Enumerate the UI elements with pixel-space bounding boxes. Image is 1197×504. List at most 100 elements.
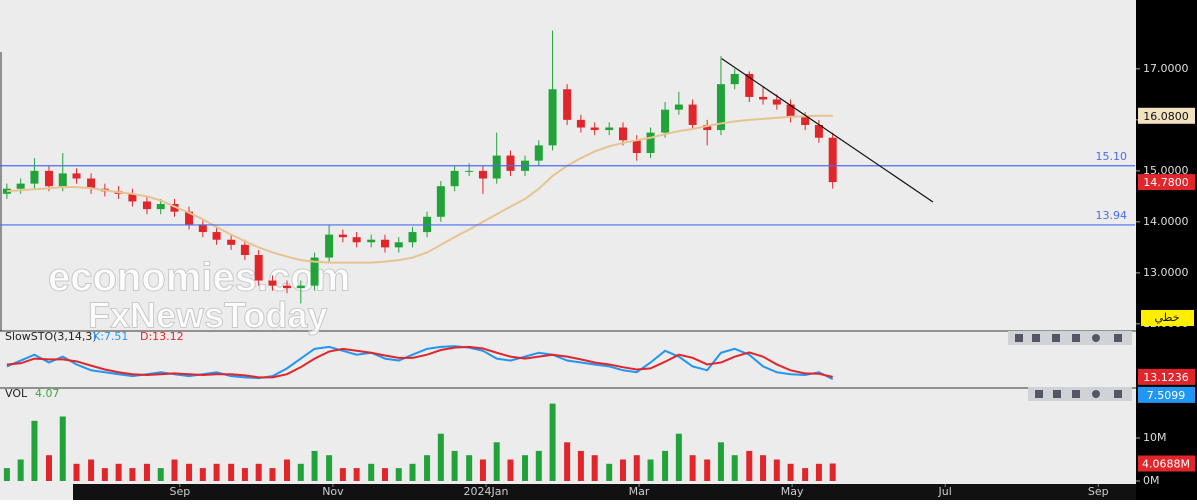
volume-bar	[186, 463, 193, 481]
volume-bar	[339, 468, 346, 481]
toolbar-button[interactable]	[1072, 390, 1080, 398]
volume-bar	[522, 455, 529, 481]
toolbar-button[interactable]	[1114, 334, 1122, 342]
volume-bar	[564, 442, 571, 481]
candle-body	[674, 104, 683, 110]
watermark: FxNewsToday	[88, 295, 327, 336]
volume-bar	[424, 455, 431, 481]
volume-bar	[731, 455, 738, 481]
volume-bar	[381, 468, 388, 481]
candle-body	[380, 239, 389, 248]
volume-bar	[619, 459, 626, 481]
price-badge-label: 4.0688M	[1142, 458, 1190, 471]
oscillator-line	[6, 345, 833, 379]
candle-body	[72, 173, 81, 179]
x-tick-label: Mar	[629, 485, 650, 498]
candle-body	[605, 127, 614, 131]
candle-body	[367, 239, 376, 243]
volume-bar	[493, 442, 500, 481]
y-tick-label: 14.0000	[1143, 215, 1189, 228]
candle-body	[436, 186, 445, 217]
watermark: economies.com	[48, 256, 350, 300]
toolbar-button[interactable]	[1015, 334, 1023, 342]
volume-bar	[17, 459, 24, 481]
candle-body	[325, 234, 334, 258]
toolbar-button[interactable]	[1052, 334, 1060, 342]
volume-bar	[451, 450, 458, 481]
toolbar-button[interactable]	[1035, 390, 1043, 398]
y-tick-label: 13.0000	[1143, 266, 1189, 279]
price-axis	[1136, 0, 1197, 500]
candle-body	[506, 155, 515, 171]
volume-bar	[591, 455, 598, 481]
toolbar-button[interactable]	[1072, 334, 1080, 342]
volume-bar	[746, 450, 753, 481]
toolbar-button[interactable]	[1092, 334, 1100, 342]
toolbar-button[interactable]	[1114, 390, 1122, 398]
price-badge	[1138, 174, 1195, 191]
x-tick-label: Sep	[169, 485, 190, 498]
volume-bar	[59, 416, 66, 481]
volume-bar	[787, 463, 794, 481]
volume-bar	[368, 463, 375, 481]
candle-body	[185, 211, 194, 225]
toolbar-button[interactable]	[1092, 390, 1100, 398]
price-badge	[1138, 368, 1195, 385]
x-tick-label: Sep	[1088, 485, 1109, 498]
candle-body	[16, 183, 25, 189]
volume-bar	[704, 459, 711, 481]
volume-bar	[171, 459, 178, 481]
toolbar-button[interactable]	[1032, 334, 1040, 342]
candle-body	[170, 204, 179, 212]
volume-bar	[228, 463, 235, 481]
candle-body	[310, 257, 319, 286]
candle-body	[716, 84, 725, 131]
candle-body	[240, 244, 249, 256]
candle-body	[2, 188, 11, 194]
marks: 15.10 13.94	[0, 30, 1135, 481]
candle-body	[576, 119, 585, 128]
panel-toolbar	[1008, 331, 1132, 345]
level-label: 13.94	[1096, 209, 1128, 222]
volume-bar	[88, 459, 95, 481]
candle-body	[688, 104, 697, 125]
toolbar-button[interactable]	[1053, 390, 1061, 398]
volume-bar	[662, 450, 669, 481]
volume-bar	[535, 450, 542, 481]
candle-body	[128, 193, 137, 202]
candle-body	[212, 232, 221, 240]
chart-type-button[interactable]	[1141, 310, 1194, 326]
y-tick-label: 17.0000	[1143, 62, 1189, 75]
candle-body	[646, 132, 655, 154]
y-tick-label: 10M	[1143, 431, 1167, 444]
volume-bar	[143, 463, 150, 481]
candle-body	[590, 127, 599, 131]
chart-type-button-label[interactable]: خطي	[1155, 311, 1180, 324]
x-tick-label: Jul	[938, 485, 952, 498]
candle-body	[408, 232, 417, 243]
volume-bar	[101, 468, 108, 481]
candle-body	[142, 201, 151, 210]
candle-body	[227, 239, 236, 245]
candle-body	[618, 127, 627, 141]
volume-bar	[717, 442, 724, 481]
toolbar	[1008, 331, 1132, 345]
volume-bar	[326, 455, 333, 481]
x-tick-label: 2024Jan	[464, 485, 509, 498]
volume-bar	[577, 450, 584, 481]
volume-bar	[802, 468, 809, 481]
candle-body	[772, 99, 781, 105]
candle-body	[745, 73, 754, 97]
volume-bar	[606, 463, 613, 481]
volume-bar	[311, 450, 318, 481]
level-label: 15.10	[1096, 150, 1128, 163]
volume-bar	[647, 459, 654, 481]
volume-bar	[479, 459, 486, 481]
volume-bar	[633, 455, 640, 481]
volume-bar	[213, 463, 220, 481]
volume-bar	[760, 455, 767, 481]
x-tick-label: May	[781, 485, 804, 498]
volume-bar	[549, 403, 556, 481]
candle-body	[44, 170, 53, 187]
candle-body	[801, 117, 810, 125]
